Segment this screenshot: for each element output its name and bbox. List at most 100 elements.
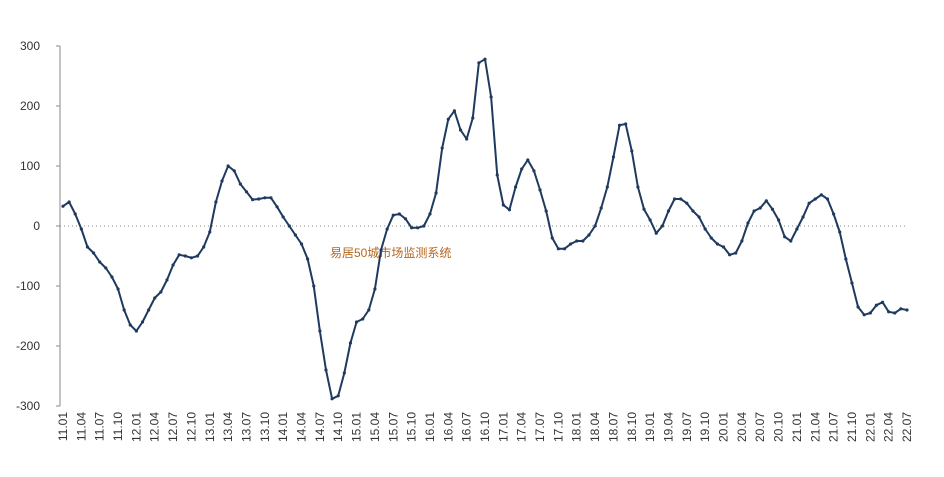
y-tick-label: -300 bbox=[16, 399, 40, 413]
point bbox=[507, 208, 512, 212]
x-tick-label: 17.01 bbox=[496, 412, 510, 442]
point bbox=[532, 169, 536, 173]
line bbox=[62, 58, 908, 400]
x-tick-label: 20.01 bbox=[717, 412, 731, 442]
point bbox=[838, 230, 842, 234]
annotation: 易居50城市场监测系统 bbox=[330, 245, 451, 260]
x-tick-label: 13.10 bbox=[258, 412, 272, 442]
x-tick-label: 20.04 bbox=[735, 412, 749, 442]
x-tick-label: 22.01 bbox=[863, 412, 877, 442]
point bbox=[189, 256, 194, 260]
point bbox=[471, 116, 475, 120]
point bbox=[501, 203, 505, 207]
x-tick-label: 15.10 bbox=[405, 412, 419, 442]
y-tick-label: 300 bbox=[20, 39, 40, 53]
point bbox=[159, 290, 163, 294]
x-tick-label: 12.01 bbox=[129, 412, 143, 442]
x-tick-label: 19.04 bbox=[661, 412, 675, 442]
point bbox=[403, 217, 408, 221]
point bbox=[599, 206, 603, 210]
point bbox=[654, 231, 658, 235]
point bbox=[752, 209, 756, 213]
point bbox=[825, 197, 830, 201]
x-tick-label: 13.01 bbox=[203, 412, 217, 442]
point bbox=[324, 368, 328, 372]
point bbox=[905, 308, 909, 312]
point bbox=[801, 215, 805, 219]
point bbox=[703, 227, 707, 231]
point bbox=[874, 303, 879, 307]
y-tick-label: 100 bbox=[20, 159, 40, 173]
x-tick-label: 13.07 bbox=[239, 412, 253, 442]
point bbox=[709, 236, 713, 240]
point bbox=[263, 196, 267, 200]
point bbox=[153, 296, 157, 300]
point bbox=[746, 221, 750, 225]
point bbox=[367, 308, 371, 312]
point bbox=[691, 209, 695, 213]
point bbox=[630, 149, 634, 153]
point bbox=[562, 247, 567, 251]
point bbox=[575, 239, 579, 243]
x-tick-label: 14.04 bbox=[295, 412, 309, 442]
point bbox=[660, 224, 664, 228]
point bbox=[477, 61, 481, 65]
point bbox=[342, 371, 346, 375]
y-tick-label: -200 bbox=[16, 339, 40, 353]
x-tick-label: 12.04 bbox=[148, 412, 162, 442]
point bbox=[85, 245, 90, 249]
point bbox=[868, 311, 872, 315]
y-tick-label: -100 bbox=[16, 279, 40, 293]
point bbox=[550, 236, 554, 240]
x-tick-label: 11.04 bbox=[74, 412, 88, 441]
x-tick-label: 22.04 bbox=[882, 412, 896, 442]
x-tick-label: 21.10 bbox=[845, 412, 859, 442]
x-tick-label: 22.07 bbox=[900, 412, 914, 442]
point bbox=[348, 341, 353, 345]
point bbox=[379, 248, 383, 252]
point bbox=[214, 200, 218, 204]
point bbox=[452, 109, 457, 113]
point bbox=[880, 300, 885, 304]
point bbox=[250, 198, 255, 202]
y-tick-label: 200 bbox=[20, 99, 40, 113]
x-tick-label: 12.07 bbox=[166, 412, 180, 442]
point bbox=[679, 197, 683, 201]
point bbox=[312, 284, 316, 288]
point bbox=[685, 201, 689, 205]
point bbox=[330, 397, 334, 401]
point bbox=[171, 263, 175, 267]
point bbox=[672, 197, 677, 201]
point bbox=[361, 317, 365, 321]
point bbox=[721, 245, 726, 249]
point bbox=[91, 251, 96, 255]
point bbox=[513, 185, 518, 189]
point bbox=[850, 281, 854, 285]
x-tick-label: 14.01 bbox=[276, 412, 290, 442]
point bbox=[770, 207, 775, 211]
x-tick-label: 16.01 bbox=[423, 412, 437, 442]
x-tick-label: 15.07 bbox=[386, 412, 400, 442]
point bbox=[183, 254, 187, 258]
point bbox=[122, 308, 126, 312]
point bbox=[416, 226, 420, 230]
point bbox=[202, 245, 206, 249]
x-tick-label: 16.04 bbox=[441, 412, 455, 442]
point bbox=[458, 128, 463, 132]
x-tick-label: 16.10 bbox=[478, 412, 492, 442]
point bbox=[128, 323, 132, 327]
point bbox=[397, 212, 401, 216]
x-tick-label: 21.04 bbox=[808, 412, 822, 442]
point bbox=[177, 253, 181, 257]
point bbox=[764, 199, 768, 203]
point bbox=[244, 190, 249, 194]
point bbox=[446, 117, 450, 121]
point bbox=[587, 233, 591, 237]
point bbox=[538, 188, 542, 192]
point bbox=[428, 212, 432, 216]
point bbox=[569, 242, 573, 246]
point bbox=[110, 275, 114, 279]
point bbox=[269, 196, 273, 200]
